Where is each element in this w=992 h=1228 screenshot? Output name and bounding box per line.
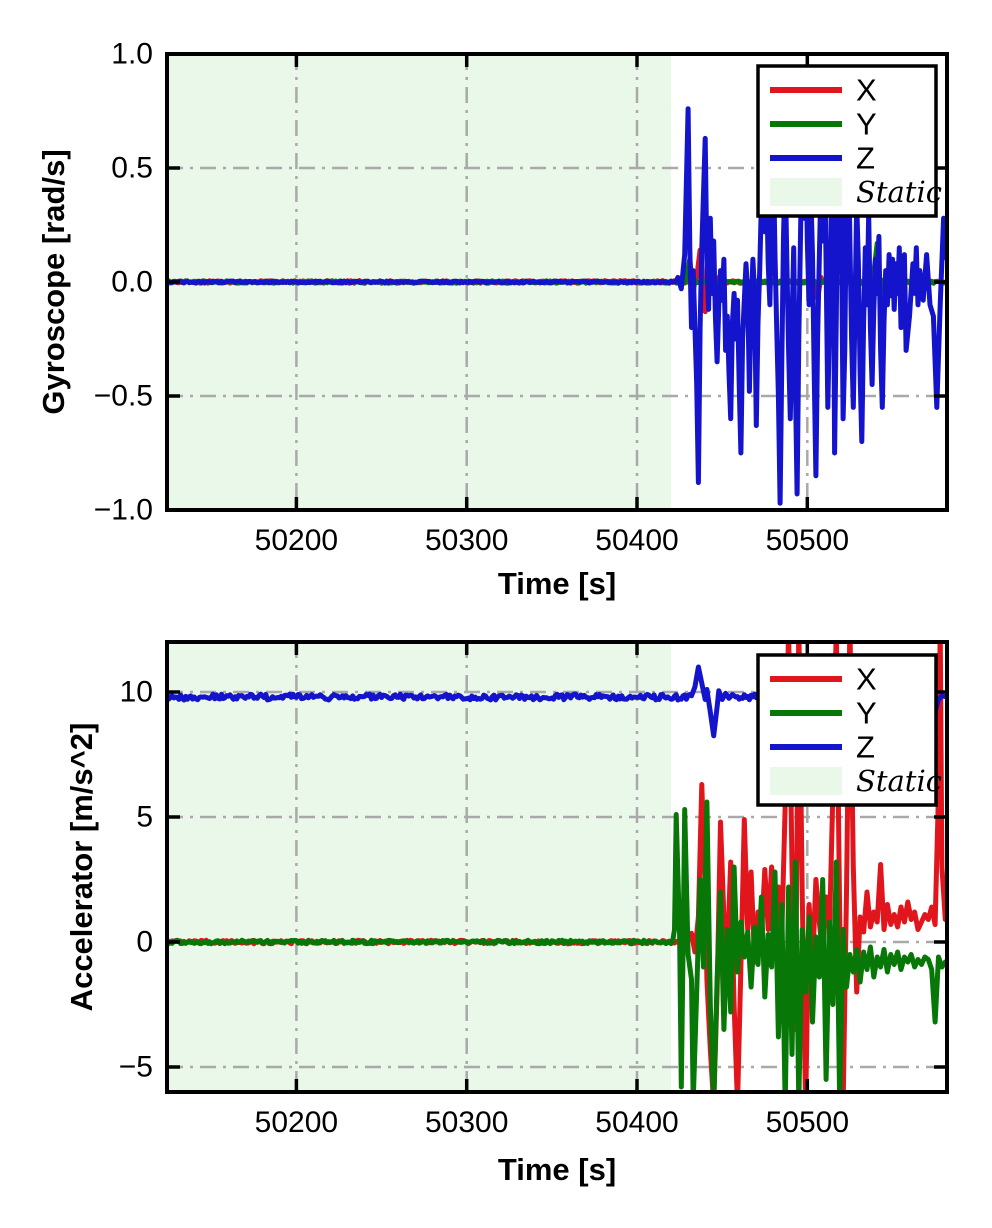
y-tick-label: 0.5 xyxy=(111,152,153,185)
x-tick-label: 50200 xyxy=(255,1106,338,1139)
x-axis-label: Time [s] xyxy=(498,566,616,601)
x-tick-label: 50300 xyxy=(425,524,508,557)
y-tick-label: −1.0 xyxy=(94,494,153,527)
y-tick-label: 5 xyxy=(136,801,153,834)
legend-key-static xyxy=(770,767,842,795)
x-tick-label: 50400 xyxy=(595,524,678,557)
x-tick-label: 50200 xyxy=(255,524,338,557)
x-tick-label: 50300 xyxy=(425,1106,508,1139)
y-axis-label: Accelerator [m/s^2] xyxy=(64,723,99,1012)
y-tick-label: 10 xyxy=(120,676,153,709)
y-tick-label: −5 xyxy=(119,1051,153,1084)
y-axis-label: Gyroscope [rad/s] xyxy=(36,149,71,414)
x-tick-label: 50500 xyxy=(766,1106,849,1139)
legend-label-Y: Y xyxy=(856,696,877,731)
legend-label-Y: Y xyxy=(856,107,877,142)
y-tick-label: 0 xyxy=(136,926,153,959)
x-tick-label: 50500 xyxy=(766,524,849,557)
legend-label-X: X xyxy=(856,73,877,108)
series-Y-line xyxy=(167,799,947,1092)
x-tick-label: 50400 xyxy=(595,1106,678,1139)
legend-label-Z: Z xyxy=(856,730,875,765)
y-tick-label: 1.0 xyxy=(111,38,153,71)
x-axis-label: Time [s] xyxy=(498,1152,616,1187)
legend-label-X: X xyxy=(856,662,877,697)
y-tick-label: −0.5 xyxy=(94,380,153,413)
axes-frame xyxy=(165,640,949,1094)
y-tick-label: 0.0 xyxy=(111,266,153,299)
legend-key-static xyxy=(770,178,842,206)
accelerator-chart: 50200 50300 50400 50500 10 5 0 −5 Time [s] Accele… xyxy=(64,640,949,1187)
legend-label-static: Static xyxy=(856,764,942,798)
legend-label-Z: Z xyxy=(856,141,875,176)
gyroscope-chart: 50200 50300 50400 50500 1.0 0.5 0.0 −0.5 −1.0 Tim… xyxy=(36,38,949,601)
legend-label-static: Static xyxy=(856,175,942,209)
static-region xyxy=(167,642,672,1092)
